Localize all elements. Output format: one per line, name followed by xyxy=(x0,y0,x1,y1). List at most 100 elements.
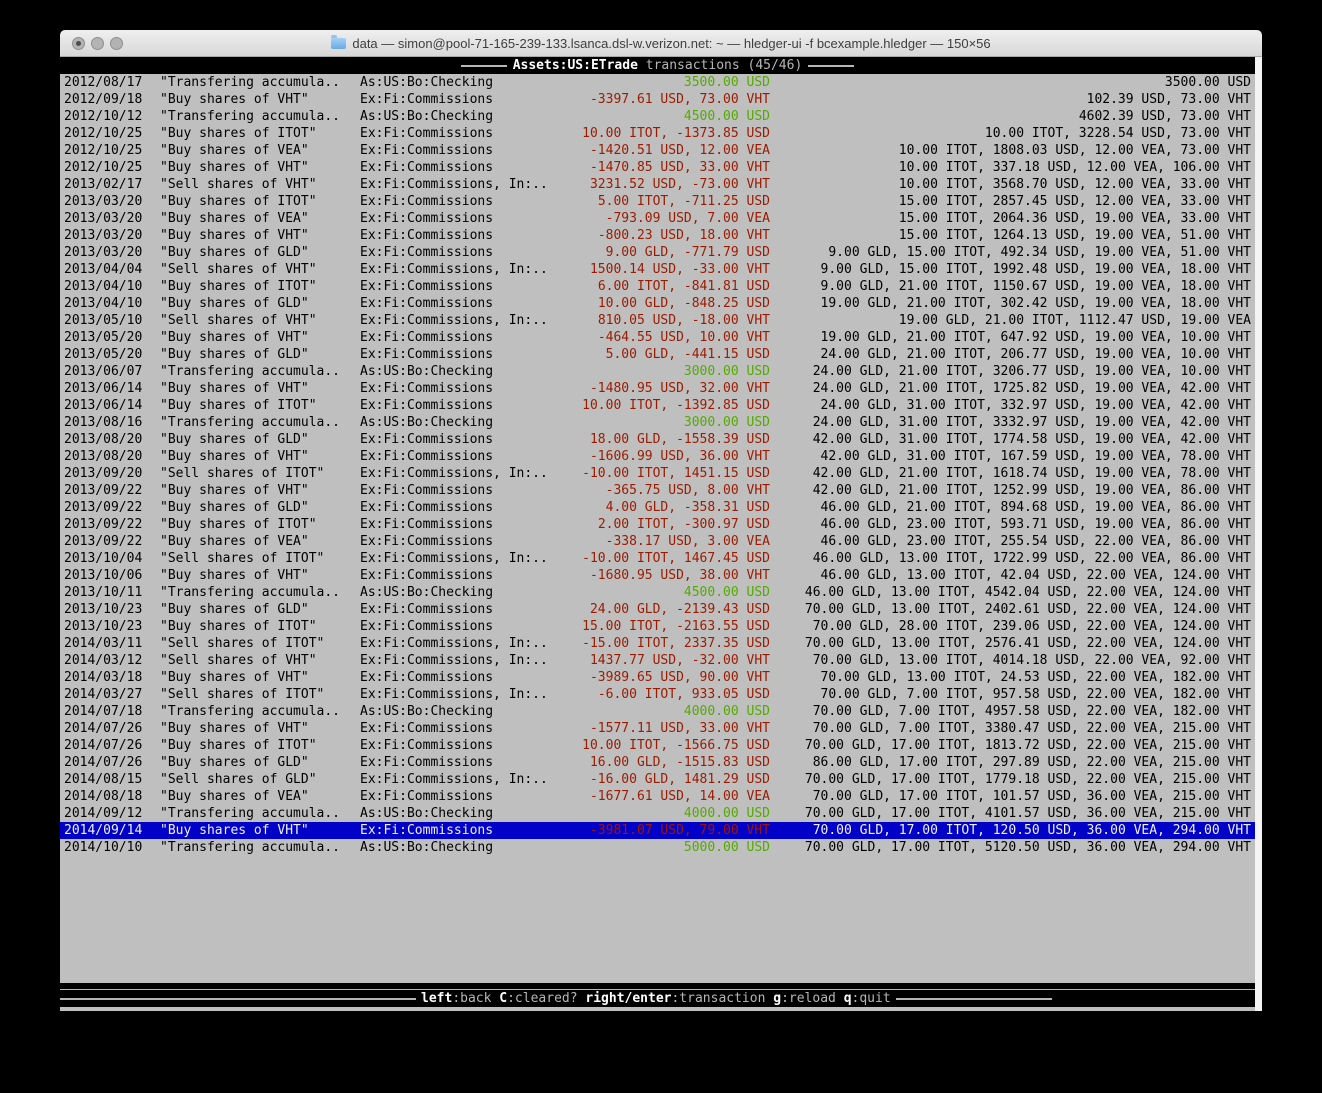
tx-description: "Buy shares of GLD" xyxy=(160,347,309,362)
table-row[interactable]: 2013/05/10 "Sell shares of VHT" Ex:Fi:Comm… xyxy=(60,312,1255,329)
table-row[interactable]: 2014/10/10 "Transfering accumula.. As:US:B… xyxy=(60,839,1255,856)
tx-account: Ex:Fi:Commissions xyxy=(360,143,494,158)
tx-date: 2013/10/06 xyxy=(64,568,143,583)
footer-key: C xyxy=(499,991,508,1006)
help-rule-left xyxy=(60,997,416,1000)
table-row[interactable]: 2013/10/11 "Transfering accumula.. As:US:B… xyxy=(60,584,1255,601)
table-row[interactable]: 2013/10/23 "Buy shares of GLD" Ex:Fi:Commi… xyxy=(60,601,1255,618)
table-row[interactable]: 2013/03/20 "Buy shares of VEA" Ex:Fi:Commi… xyxy=(60,210,1255,227)
tx-date: 2013/08/20 xyxy=(64,449,143,464)
table-row[interactable]: 2013/06/07 "Transfering accumula.. As:US:B… xyxy=(60,363,1255,380)
tx-balance: 10.00 ITOT, 337.18 USD, 12.00 VEA, 106.0… xyxy=(898,160,1251,175)
tx-description: "Buy shares of VEA" xyxy=(160,789,309,804)
footer-key: q xyxy=(843,991,852,1006)
table-row[interactable]: 2013/06/14 "Buy shares of VHT" Ex:Fi:Commi… xyxy=(60,380,1255,397)
table-row[interactable]: 2013/10/06 "Buy shares of VHT" Ex:Fi:Commi… xyxy=(60,567,1255,584)
tx-balance: 42.00 GLD, 21.00 ITOT, 1252.99 USD, 19.0… xyxy=(812,483,1251,498)
table-row[interactable]: 2013/10/04 "Sell shares of ITOT" Ex:Fi:Com… xyxy=(60,550,1255,567)
table-row[interactable]: 2014/07/26 "Buy shares of VHT" Ex:Fi:Commi… xyxy=(60,720,1255,737)
folder-icon xyxy=(331,34,347,49)
tx-date: 2013/10/04 xyxy=(64,551,143,566)
tx-change: 3000.00 USD xyxy=(683,415,770,430)
table-row[interactable]: 2013/09/22 "Buy shares of GLD" Ex:Fi:Commi… xyxy=(60,499,1255,516)
tx-change: 1500.14 USD, -33.00 VHT xyxy=(589,262,770,277)
table-row[interactable]: 2013/09/20 "Sell shares of ITOT" Ex:Fi:Com… xyxy=(60,465,1255,482)
terminal-bottom-strip xyxy=(60,1007,1255,1011)
terminal-screen[interactable]: Assets:US:ETrade transactions (45/46) 20… xyxy=(60,57,1262,1011)
terminal-window: data — simon@pool-71-165-239-133.lsanca.… xyxy=(60,30,1262,1011)
tx-change: -1677.61 USD, 14.00 VEA xyxy=(589,789,770,804)
table-row[interactable]: 2013/08/16 "Transfering accumula.. As:US:B… xyxy=(60,414,1255,431)
table-row[interactable]: 2013/09/22 "Buy shares of VEA" Ex:Fi:Commi… xyxy=(60,533,1255,550)
table-row[interactable]: 2013/05/20 "Buy shares of GLD" Ex:Fi:Commi… xyxy=(60,346,1255,363)
table-row[interactable]: 2014/08/18 "Buy shares of VEA" Ex:Fi:Commi… xyxy=(60,788,1255,805)
minimize-button[interactable] xyxy=(91,36,104,50)
table-row[interactable]: 2013/04/04 "Sell shares of VHT" Ex:Fi:Comm… xyxy=(60,261,1255,278)
tx-date: 2013/09/22 xyxy=(64,517,143,532)
tx-description: "Buy shares of VHT" xyxy=(160,721,309,736)
tx-change: -1480.95 USD, 32.00 VHT xyxy=(589,381,770,396)
table-row[interactable]: 2013/08/20 "Buy shares of GLD" Ex:Fi:Commi… xyxy=(60,431,1255,448)
table-row[interactable]: 2014/07/26 "Buy shares of GLD" Ex:Fi:Commi… xyxy=(60,754,1255,771)
tx-change: 10.00 ITOT, -1392.85 USD xyxy=(582,398,770,413)
footer-keys: left:back C:cleared? right/enter:transac… xyxy=(421,990,891,1007)
table-row[interactable]: 2013/05/20 "Buy shares of VHT" Ex:Fi:Commi… xyxy=(60,329,1255,346)
tx-account: Ex:Fi:Commissions xyxy=(360,279,494,294)
tx-change: -3981.07 USD, 79.00 VHT xyxy=(589,823,770,838)
table-row[interactable]: 2014/03/27 "Sell shares of ITOT" Ex:Fi:Com… xyxy=(60,686,1255,703)
table-row[interactable]: 2013/03/20 "Buy shares of ITOT" Ex:Fi:Comm… xyxy=(60,193,1255,210)
tx-balance: 42.00 GLD, 31.00 ITOT, 1774.58 USD, 19.0… xyxy=(812,432,1251,447)
tx-description: "Sell shares of ITOT" xyxy=(160,551,325,566)
table-row[interactable]: 2012/10/12 "Transfering accumula.. As:US:B… xyxy=(60,108,1255,125)
table-row[interactable]: 2012/10/25 "Buy shares of VEA" Ex:Fi:Commi… xyxy=(60,142,1255,159)
tx-balance: 70.00 GLD, 13.00 ITOT, 24.53 USD, 22.00 … xyxy=(820,670,1251,685)
table-row[interactable]: 2013/03/20 "Buy shares of GLD" Ex:Fi:Commi… xyxy=(60,244,1255,261)
tx-change: -10.00 ITOT, 1467.45 USD xyxy=(582,551,770,566)
tx-date: 2014/08/18 xyxy=(64,789,143,804)
tx-account: As:US:Bo:Checking xyxy=(360,585,494,600)
tx-date: 2014/07/26 xyxy=(64,738,143,753)
table-row[interactable]: 2014/07/26 "Buy shares of ITOT" Ex:Fi:Comm… xyxy=(60,737,1255,754)
table-row[interactable]: 2014/03/11 "Sell shares of ITOT" Ex:Fi:Com… xyxy=(60,635,1255,652)
table-row[interactable]: 2013/09/22 "Buy shares of ITOT" Ex:Fi:Comm… xyxy=(60,516,1255,533)
table-row[interactable]: 2012/10/25 "Buy shares of ITOT" Ex:Fi:Comm… xyxy=(60,125,1255,142)
table-row[interactable]: 2014/08/15 "Sell shares of GLD" Ex:Fi:Comm… xyxy=(60,771,1255,788)
help-bar: left:back C:cleared? right/enter:transac… xyxy=(60,983,1255,1007)
tx-description: "Buy shares of VHT" xyxy=(160,330,309,345)
tx-date: 2013/05/10 xyxy=(64,313,143,328)
table-row[interactable]: 2013/03/20 "Buy shares of VHT" Ex:Fi:Commi… xyxy=(60,227,1255,244)
table-row[interactable]: 2014/03/12 "Sell shares of VHT" Ex:Fi:Comm… xyxy=(60,652,1255,669)
table-row[interactable]: 2014/09/14 "Buy shares of VHT" Ex:Fi:Commi… xyxy=(60,822,1255,839)
table-row[interactable]: 2013/06/14 "Buy shares of ITOT" Ex:Fi:Comm… xyxy=(60,397,1255,414)
table-row[interactable]: 2014/07/18 "Transfering accumula.. As:US:B… xyxy=(60,703,1255,720)
tx-account: Ex:Fi:Commissions, In:.. xyxy=(360,177,548,192)
tx-account: Ex:Fi:Commissions xyxy=(360,619,494,634)
help-rule-right xyxy=(895,997,1052,1000)
table-row[interactable]: 2013/08/20 "Buy shares of VHT" Ex:Fi:Commi… xyxy=(60,448,1255,465)
tx-account: Ex:Fi:Commissions xyxy=(360,721,494,736)
table-row[interactable]: 2013/04/10 "Buy shares of ITOT" Ex:Fi:Comm… xyxy=(60,278,1255,295)
tx-date: 2013/08/20 xyxy=(64,432,143,447)
zoom-button[interactable] xyxy=(110,36,123,50)
table-row[interactable]: 2013/10/23 "Buy shares of ITOT" Ex:Fi:Comm… xyxy=(60,618,1255,635)
tx-description: "Buy shares of GLD" xyxy=(160,296,309,311)
close-button[interactable] xyxy=(72,36,85,50)
tx-date: 2013/06/14 xyxy=(64,398,143,413)
table-row[interactable]: 2014/03/18 "Buy shares of VHT" Ex:Fi:Commi… xyxy=(60,669,1255,686)
tx-date: 2013/02/17 xyxy=(64,177,143,192)
table-row[interactable]: 2013/02/17 "Sell shares of VHT" Ex:Fi:Comm… xyxy=(60,176,1255,193)
table-row[interactable]: 2014/09/12 "Transfering accumula.. As:US:B… xyxy=(60,805,1255,822)
table-row[interactable]: 2012/08/17 "Transfering accumula.. As:US:B… xyxy=(60,74,1255,91)
table-row[interactable]: 2012/10/25 "Buy shares of VHT" Ex:Fi:Commi… xyxy=(60,159,1255,176)
table-row[interactable]: 2013/09/22 "Buy shares of VHT" Ex:Fi:Commi… xyxy=(60,482,1255,499)
table-row[interactable]: 2013/04/10 "Buy shares of GLD" Ex:Fi:Commi… xyxy=(60,295,1255,312)
tx-account: Ex:Fi:Commissions xyxy=(360,602,494,617)
tx-date: 2013/09/22 xyxy=(64,500,143,515)
tx-balance: 24.00 GLD, 31.00 ITOT, 3332.97 USD, 19.0… xyxy=(812,415,1251,430)
tx-date: 2013/09/22 xyxy=(64,483,143,498)
table-row[interactable]: 2012/09/18 "Buy shares of VHT" Ex:Fi:Commi… xyxy=(60,91,1255,108)
tx-description: "Sell shares of VHT" xyxy=(160,262,317,277)
window-titlebar: data — simon@pool-71-165-239-133.lsanca.… xyxy=(60,30,1262,57)
tx-date: 2013/10/23 xyxy=(64,619,143,634)
scrollbar-track[interactable] xyxy=(1255,57,1262,1011)
